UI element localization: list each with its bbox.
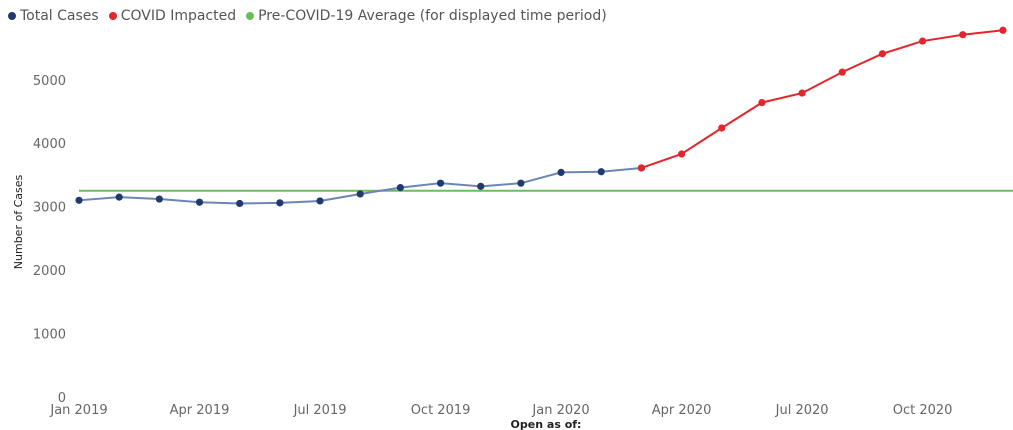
data-point-total-cases[interactable]	[557, 168, 565, 176]
data-point-covid-impacted[interactable]	[919, 37, 927, 45]
x-tick-label: Jan 2019	[49, 403, 107, 418]
y-tick-label: 1000	[33, 328, 66, 343]
y-axis-ticks: 0 1000 2000 3000 4000 5000	[33, 74, 66, 406]
legend-label-pre-covid-average: Pre-COVID-19 Average (for displayed time…	[258, 8, 607, 24]
data-point-total-cases[interactable]	[75, 196, 83, 204]
data-point-covid-impacted[interactable]	[637, 164, 646, 172]
data-point-total-cases[interactable]	[517, 179, 525, 187]
data-point-total-cases[interactable]	[115, 193, 123, 201]
series-lines	[78, 29, 1004, 205]
data-point-total-cases[interactable]	[356, 190, 364, 198]
series-points	[75, 26, 1007, 208]
legend-marker-covid-impacted	[108, 12, 117, 20]
legend-marker-total-cases	[8, 12, 16, 20]
data-point-covid-impacted[interactable]	[999, 26, 1007, 34]
y-tick-label: 4000	[33, 137, 66, 152]
legend-item-total-cases[interactable]: Total Cases	[8, 8, 99, 24]
x-axis-ticks: Jan 2019 Apr 2019 Jul 2019 Oct 2019 Jan 2020…	[49, 403, 952, 418]
x-tick-label: Jul 2020	[775, 403, 829, 418]
legend-item-covid-impacted[interactable]: COVID Impacted	[108, 8, 237, 24]
data-point-covid-impacted[interactable]	[758, 99, 766, 107]
x-axis-title: Open as of:	[511, 418, 582, 430]
data-point-covid-impacted[interactable]	[878, 50, 887, 58]
legend-label-covid-impacted: COVID Impacted	[120, 8, 237, 24]
legend-marker-pre-covid-average	[246, 12, 255, 20]
y-tick-label: 3000	[33, 201, 66, 216]
data-point-total-cases[interactable]	[276, 199, 284, 207]
data-point-total-cases[interactable]	[436, 179, 445, 187]
x-tick-label: Apr 2019	[170, 403, 230, 418]
data-point-covid-impacted[interactable]	[677, 150, 686, 158]
x-tick-label: Jul 2019	[293, 403, 347, 418]
data-point-total-cases[interactable]	[236, 199, 244, 208]
x-tick-label: Oct 2020	[893, 403, 953, 418]
y-tick-label: 5000	[33, 74, 66, 89]
data-point-total-cases[interactable]	[316, 197, 324, 205]
data-point-total-cases[interactable]	[195, 198, 204, 206]
data-point-covid-impacted[interactable]	[838, 68, 846, 76]
y-axis-title: Number of Cases	[12, 175, 25, 270]
data-point-covid-impacted[interactable]	[718, 124, 726, 132]
series-line-covid-impacted	[641, 29, 1004, 169]
data-point-total-cases[interactable]	[155, 195, 163, 203]
legend: Total Cases COVID Impacted Pre-COVID-19 …	[8, 8, 617, 24]
x-tick-label: Jan 2020	[531, 403, 589, 418]
legend-item-pre-covid-average[interactable]: Pre-COVID-19 Average (for displayed time…	[246, 8, 607, 24]
data-point-total-cases[interactable]	[396, 184, 404, 192]
x-tick-label: Apr 2020	[652, 403, 712, 418]
series-line-total-cases	[78, 166, 642, 205]
data-point-total-cases[interactable]	[477, 182, 485, 190]
x-tick-label: Oct 2019	[411, 403, 471, 418]
data-point-covid-impacted[interactable]	[798, 89, 806, 97]
y-tick-label: 2000	[33, 264, 66, 279]
legend-label-total-cases: Total Cases	[20, 8, 99, 24]
y-tick-label: 0	[58, 391, 66, 406]
data-point-covid-impacted[interactable]	[959, 31, 967, 39]
data-point-total-cases[interactable]	[597, 168, 605, 176]
